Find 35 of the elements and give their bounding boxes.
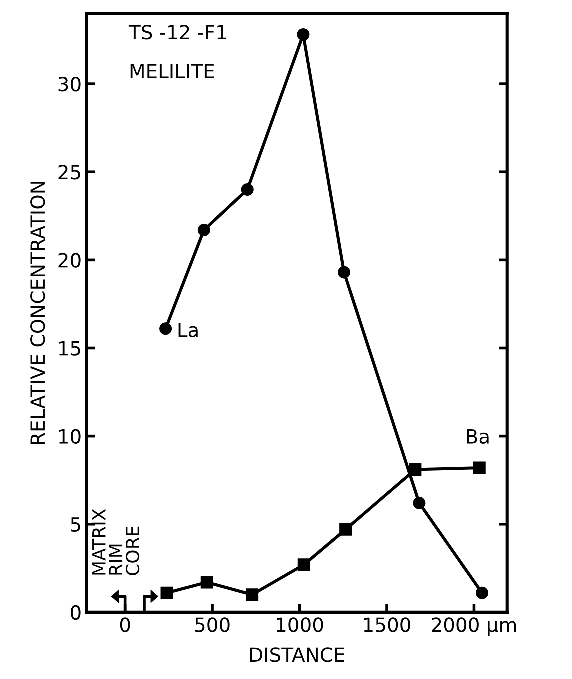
y-tick-label: 5 xyxy=(71,518,80,532)
x-axis-title: DISTANCE xyxy=(250,648,344,662)
y-tick-label: 15 xyxy=(59,341,80,356)
x-tick-label: 0 xyxy=(120,618,130,632)
y-tick-label: 30 xyxy=(58,76,81,92)
point xyxy=(338,266,351,279)
x-tick-label: 500 xyxy=(195,618,230,632)
point xyxy=(409,464,422,476)
y-axis-title: RELATIVE CONCENTRATION xyxy=(30,182,46,444)
annotation: MELILITE xyxy=(130,64,214,78)
point xyxy=(241,183,254,196)
x-tick-label: 1500 xyxy=(364,618,410,632)
point xyxy=(340,523,352,536)
point xyxy=(160,586,174,600)
y-tick-label: 25 xyxy=(58,165,80,180)
annotation: RIM xyxy=(109,544,123,575)
y-tick-label: 0 xyxy=(70,605,81,620)
point xyxy=(246,588,259,602)
annotation: MATRIX xyxy=(92,509,106,575)
point xyxy=(476,586,488,600)
point xyxy=(298,558,310,572)
annotation: Ba xyxy=(467,430,489,444)
annotation: CORE xyxy=(126,526,140,576)
x-tick-label: 2000 μm xyxy=(432,618,516,636)
point xyxy=(473,462,486,474)
y-tick-label: 20 xyxy=(58,253,81,268)
point xyxy=(160,322,172,336)
point xyxy=(200,576,214,589)
annotation: TS -12 -F1 xyxy=(128,25,226,40)
point xyxy=(198,224,210,236)
point xyxy=(297,28,310,41)
x-tick-label: 1000 xyxy=(277,618,324,632)
y-tick-label: 10 xyxy=(59,429,81,444)
point xyxy=(413,497,426,510)
annotation: La xyxy=(178,323,198,338)
